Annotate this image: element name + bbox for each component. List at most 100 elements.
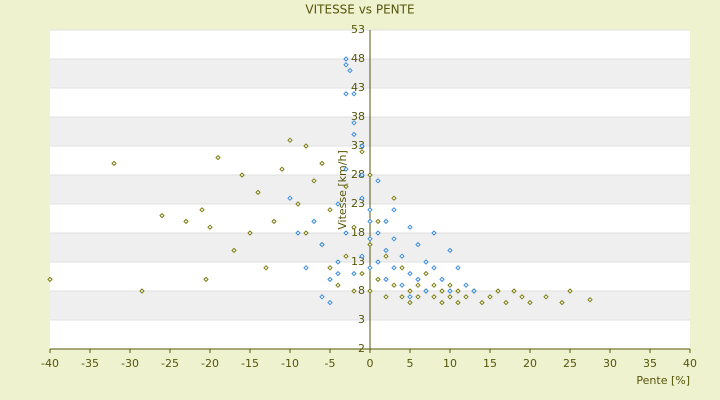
point	[407, 224, 413, 230]
y-tick-label: 53	[351, 23, 365, 36]
point	[343, 183, 349, 190]
x-tick-label: -40	[41, 357, 59, 370]
point	[399, 294, 405, 300]
point	[463, 294, 469, 300]
x-tick-label: -30	[121, 357, 139, 370]
point	[287, 195, 293, 201]
point	[351, 288, 357, 294]
point	[335, 201, 341, 207]
point	[367, 207, 373, 213]
point	[367, 241, 373, 248]
point	[471, 288, 477, 294]
point	[295, 201, 301, 207]
chart-title: VITESSE vs PENTE	[305, 3, 414, 17]
point	[399, 282, 405, 288]
point	[319, 241, 325, 248]
point	[447, 288, 453, 294]
point	[447, 282, 453, 288]
point	[343, 62, 349, 68]
point	[327, 207, 333, 213]
point	[207, 224, 213, 230]
point	[139, 288, 145, 294]
point	[439, 276, 445, 283]
point	[383, 247, 389, 254]
point	[239, 172, 245, 178]
point	[343, 253, 349, 259]
point	[479, 299, 485, 306]
point	[311, 178, 317, 184]
point	[375, 178, 381, 184]
y-tick-label: 28	[351, 168, 365, 181]
point	[351, 131, 357, 138]
point	[215, 154, 221, 161]
point	[391, 207, 397, 213]
point	[559, 299, 565, 306]
point	[587, 296, 593, 303]
point	[383, 294, 389, 300]
point	[367, 265, 373, 271]
point	[203, 276, 209, 283]
point	[439, 288, 445, 294]
y-tick-label: 38	[351, 110, 365, 123]
point	[231, 247, 237, 254]
point	[111, 160, 117, 167]
point	[359, 270, 365, 277]
point	[455, 288, 461, 294]
point	[503, 299, 509, 306]
point	[391, 265, 397, 271]
point	[279, 166, 285, 172]
y-tick-label: 43	[351, 81, 365, 94]
point	[375, 230, 381, 236]
point	[359, 172, 365, 178]
x-tick-label: 30	[603, 357, 617, 370]
x-tick-label: 35	[643, 357, 657, 370]
point	[399, 265, 405, 271]
point	[303, 230, 309, 236]
point	[343, 91, 349, 97]
y-tick-label: 3	[358, 313, 365, 326]
point	[423, 288, 429, 294]
point	[455, 265, 461, 271]
y-tick-label: 48	[351, 52, 365, 65]
x-tick-label: 40	[683, 357, 697, 370]
point	[159, 212, 165, 219]
point	[343, 230, 349, 236]
x-tick-label: 10	[443, 357, 457, 370]
point	[511, 288, 517, 294]
point	[295, 230, 301, 236]
point	[303, 265, 309, 271]
point	[183, 218, 189, 225]
point	[359, 149, 365, 155]
point	[399, 253, 405, 259]
point	[359, 143, 365, 149]
y-axis-title: Vitesse [km/h]	[336, 150, 349, 230]
point	[383, 253, 389, 259]
x-tick-label: 15	[483, 357, 497, 370]
point	[335, 282, 341, 288]
y-tick-label: 8	[358, 284, 365, 297]
point	[519, 294, 525, 300]
x-tick-label: -15	[241, 357, 259, 370]
point	[47, 276, 53, 283]
point	[303, 143, 309, 149]
point	[407, 299, 413, 306]
point	[567, 288, 573, 294]
x-tick-label: 5	[407, 357, 414, 370]
point	[319, 294, 325, 300]
x-tick-label: -5	[325, 357, 336, 370]
point	[367, 288, 373, 294]
point	[391, 236, 397, 242]
point	[351, 224, 357, 230]
point	[359, 253, 365, 259]
x-tick-label: 0	[367, 357, 374, 370]
x-tick-label: 20	[523, 357, 537, 370]
point	[407, 288, 413, 294]
point	[347, 67, 353, 74]
x-tick-label: -25	[161, 357, 179, 370]
point	[407, 270, 413, 277]
y-tick-label: 33	[351, 139, 365, 152]
point	[351, 270, 357, 277]
point	[327, 265, 333, 271]
point	[415, 294, 421, 300]
